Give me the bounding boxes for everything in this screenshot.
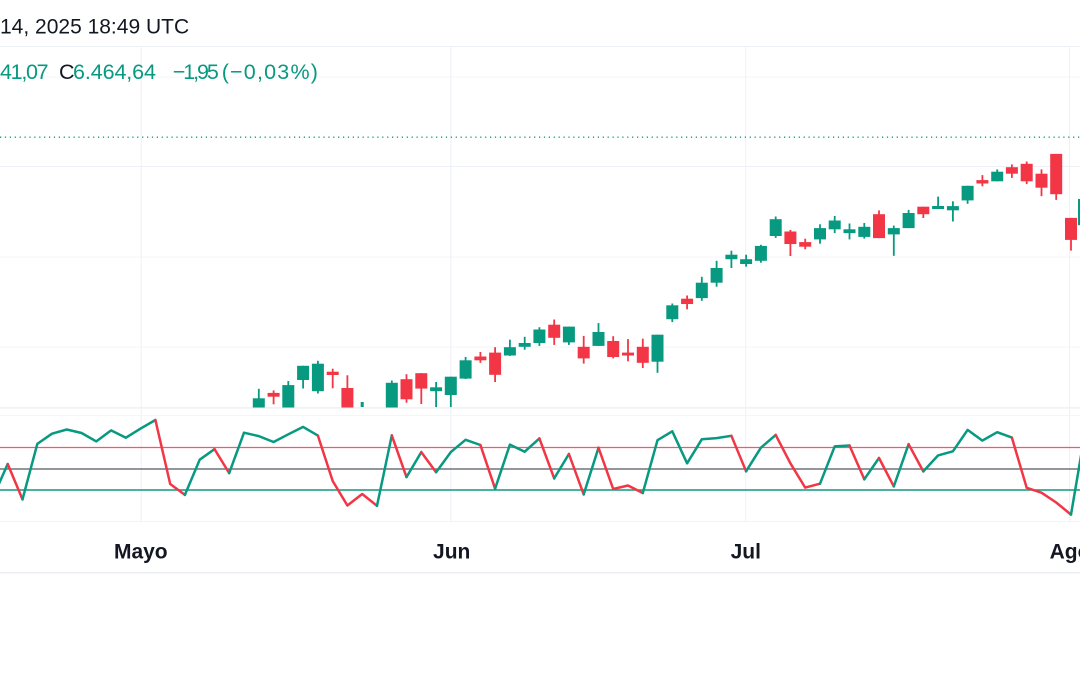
svg-text:Jun: Jun bbox=[433, 541, 470, 564]
svg-text:Ago: Ago bbox=[1050, 541, 1080, 564]
svg-text:14, 2025 18:49 UTC: 14, 2025 18:49 UTC bbox=[0, 16, 189, 39]
svg-text:Jul: Jul bbox=[731, 541, 761, 564]
svg-text:Mayo: Mayo bbox=[114, 541, 168, 564]
